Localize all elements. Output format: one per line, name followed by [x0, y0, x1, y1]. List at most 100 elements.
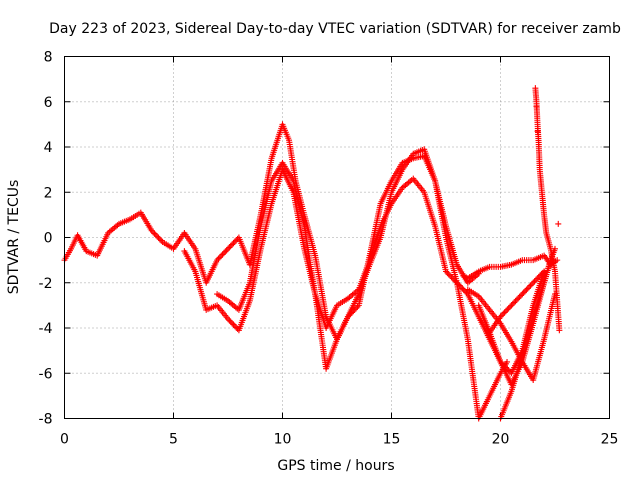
data-point [346, 312, 353, 319]
data-point [230, 321, 237, 328]
data-point [448, 274, 455, 281]
data-point [154, 233, 161, 240]
data-point [456, 282, 463, 289]
y-tick-label: -6 [39, 366, 53, 382]
data-point [505, 305, 512, 312]
data-point [219, 251, 226, 258]
data-point [233, 237, 240, 244]
data-point [230, 240, 237, 247]
data-point [527, 282, 534, 289]
data-point [517, 292, 524, 299]
data-point [233, 324, 240, 331]
data-point [222, 248, 229, 255]
data-point [520, 289, 527, 296]
data-point [158, 237, 165, 244]
data-point [504, 358, 511, 365]
data-point [347, 310, 354, 317]
y-tick-label: 8 [44, 50, 53, 66]
x-tick-label: 0 [60, 432, 69, 448]
x-tick-label: 15 [383, 432, 401, 448]
data-point [220, 250, 227, 257]
data-point [353, 305, 360, 312]
data-point [497, 313, 504, 320]
data-point [150, 229, 157, 236]
data-point [534, 275, 541, 282]
y-tick-label: -4 [39, 321, 53, 337]
data-point [538, 271, 545, 278]
data-point [451, 276, 458, 283]
data-point [215, 255, 222, 262]
data-point [512, 298, 519, 305]
x-tick-label: 25 [601, 432, 619, 448]
data-point [528, 281, 535, 288]
data-point [455, 281, 462, 288]
grid [64, 56, 610, 419]
y-tick-label: 6 [44, 95, 53, 111]
data-point [531, 278, 538, 285]
series-spike [532, 85, 563, 334]
data-point [214, 257, 221, 264]
data-points [61, 85, 563, 422]
data-point [457, 283, 464, 290]
data-point [156, 236, 163, 243]
data-point [453, 279, 460, 286]
data-point [231, 323, 238, 330]
data-point [226, 317, 233, 324]
data-point [535, 274, 542, 281]
data-point [459, 285, 466, 292]
data-point [522, 288, 529, 295]
data-point [532, 276, 539, 283]
series-track-d [464, 286, 558, 384]
data-point [216, 254, 223, 261]
series-track-c [214, 159, 548, 377]
data-point [524, 285, 531, 292]
data-point [226, 244, 233, 251]
y-axis-label: SDTVAR / TECUs [6, 180, 22, 295]
data-point [444, 269, 451, 276]
data-point [452, 278, 459, 285]
data-point [449, 275, 456, 282]
tick-labels: 0 5 10 15 20 25 -8 -6 -4 -2 0 2 4 6 8 [39, 50, 619, 448]
x-tick-label: 20 [492, 432, 510, 448]
data-point [443, 268, 449, 275]
plot-frame [64, 56, 610, 419]
chart-title: Day 223 of 2023, Sidereal Day-to-day VTE… [49, 21, 621, 37]
series-track-f [486, 268, 548, 336]
data-point [501, 309, 508, 316]
data-point [523, 286, 530, 293]
data-point [555, 220, 562, 227]
data-point [225, 245, 231, 252]
data-point [516, 293, 523, 300]
data-point [155, 234, 162, 241]
data-point [229, 241, 236, 248]
data-point [148, 227, 155, 234]
data-point [513, 296, 520, 303]
data-point [537, 272, 544, 279]
data-point [502, 308, 509, 315]
y-tick-label: -2 [39, 276, 53, 292]
x-axis-label: GPS time / hours [277, 458, 394, 474]
data-point [534, 128, 541, 135]
y-tick-label: 2 [44, 185, 53, 201]
data-point [511, 299, 518, 306]
data-point [508, 302, 515, 309]
data-point [229, 320, 236, 327]
data-point [152, 231, 159, 238]
data-point [447, 272, 454, 279]
y-tick-label: 0 [44, 231, 53, 247]
series-spike-outliers [533, 103, 562, 227]
data-point [509, 300, 516, 307]
y-tick-label: -8 [39, 412, 53, 428]
data-point [500, 310, 507, 317]
data-point [348, 309, 355, 316]
data-point [354, 303, 361, 310]
data-point [223, 247, 230, 254]
series-track-a [61, 121, 482, 343]
data-point [218, 252, 225, 259]
data-point [225, 315, 231, 322]
data-point [526, 283, 533, 290]
x-tick-label: 10 [274, 432, 292, 448]
data-point [445, 271, 452, 278]
